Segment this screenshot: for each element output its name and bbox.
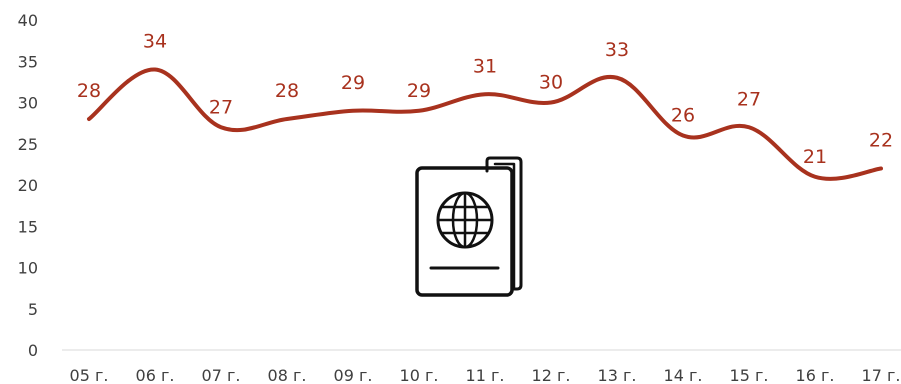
x-tick-label: 17 г. <box>862 366 901 384</box>
x-tick-label: 08 г. <box>268 366 307 384</box>
y-axis: 0 5 10 15 20 25 30 35 40 <box>18 11 38 360</box>
x-axis: 05 г. 06 г. 07 г. 08 г. 09 г. 10 г. 11 г. 12 г.… <box>62 349 901 384</box>
x-tick-label: 10 г. <box>400 366 439 384</box>
x-tick-label: 11 г. <box>466 366 505 384</box>
data-label: 29 <box>341 72 365 94</box>
data-label: 22 <box>869 130 893 152</box>
y-tick-label: 40 <box>18 11 38 30</box>
x-tick-label: 09 г. <box>334 366 373 384</box>
data-label: 26 <box>671 105 695 127</box>
x-tick-label: 06 г. <box>136 366 175 384</box>
y-tick-label: 10 <box>18 259 38 278</box>
data-label: 21 <box>803 146 827 168</box>
data-labels: 28 34 27 28 29 29 31 30 33 26 27 21 22 <box>77 31 893 168</box>
data-label: 31 <box>473 55 497 77</box>
series-group <box>87 67 883 181</box>
y-tick-label: 20 <box>18 176 38 195</box>
x-tick-label: 12 г. <box>532 366 571 384</box>
y-tick-label: 35 <box>18 52 38 71</box>
data-label: 28 <box>275 80 299 102</box>
data-label: 27 <box>737 88 761 110</box>
data-label: 34 <box>143 31 167 53</box>
y-tick-label: 25 <box>18 135 38 154</box>
x-tick-label: 07 г. <box>202 366 241 384</box>
y-tick-label: 0 <box>28 341 38 360</box>
x-tick-label: 16 г. <box>796 366 835 384</box>
data-label: 30 <box>539 72 563 94</box>
y-tick-label: 15 <box>18 217 38 236</box>
x-tick-label: 14 г. <box>664 366 703 384</box>
passport-icon <box>415 156 523 297</box>
series-line <box>87 67 883 181</box>
x-tick-label: 13 г. <box>598 366 637 384</box>
x-tick-label: 05 г. <box>70 366 109 384</box>
data-label: 28 <box>77 80 101 102</box>
x-tick-label: 15 г. <box>730 366 769 384</box>
data-label: 27 <box>209 96 233 118</box>
data-label: 33 <box>605 39 629 61</box>
data-label: 29 <box>407 80 431 102</box>
y-tick-label: 5 <box>28 300 38 319</box>
y-tick-label: 30 <box>18 94 38 113</box>
